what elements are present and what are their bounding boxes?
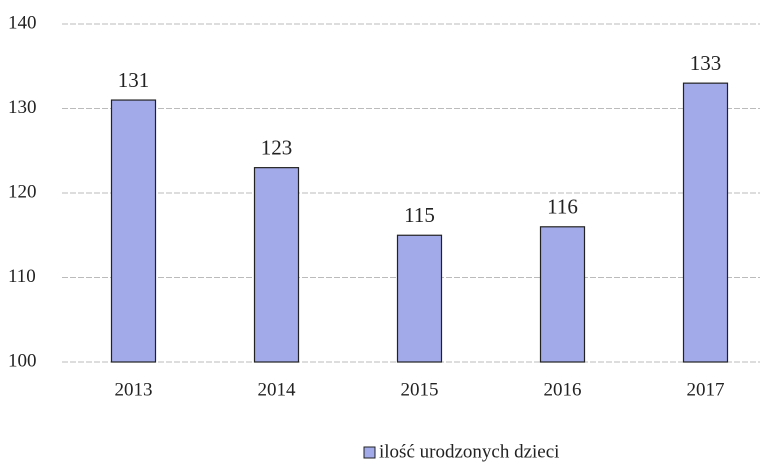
legend-swatch (363, 446, 376, 459)
y-tick-label: 140 (8, 12, 37, 33)
y-tick-label: 130 (8, 97, 37, 118)
x-tick-label: 2016 (544, 379, 582, 400)
data-label: 116 (547, 195, 578, 219)
x-tick-label: 2013 (115, 379, 153, 400)
x-tick-label: 2015 (401, 379, 439, 400)
x-tick-label: 2017 (687, 379, 725, 400)
bar (253, 167, 300, 363)
y-tick-label: 120 (8, 181, 37, 202)
x-tick-label: 2014 (258, 379, 297, 400)
bar (110, 99, 157, 363)
data-label: 115 (404, 203, 435, 227)
data-label: 131 (118, 68, 150, 92)
bar (396, 234, 443, 363)
bar (539, 226, 586, 363)
y-tick-label: 110 (8, 266, 36, 287)
y-tick-label: 100 (8, 350, 37, 371)
data-label: 123 (261, 135, 293, 159)
bar (682, 82, 729, 363)
data-label: 133 (690, 51, 722, 75)
legend-label: ilość urodzonych dzieci (379, 441, 559, 462)
